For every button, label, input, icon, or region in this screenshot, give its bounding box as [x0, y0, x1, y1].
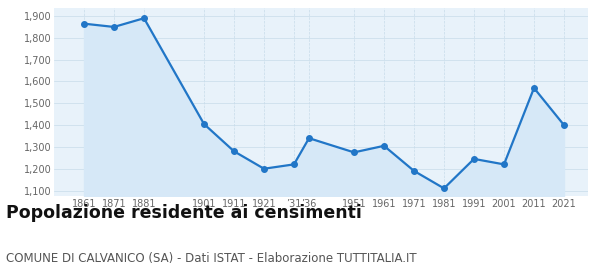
Text: Popolazione residente ai censimenti: Popolazione residente ai censimenti	[6, 204, 362, 222]
Text: COMUNE DI CALVANICO (SA) - Dati ISTAT - Elaborazione TUTTITALIA.IT: COMUNE DI CALVANICO (SA) - Dati ISTAT - …	[6, 252, 416, 265]
